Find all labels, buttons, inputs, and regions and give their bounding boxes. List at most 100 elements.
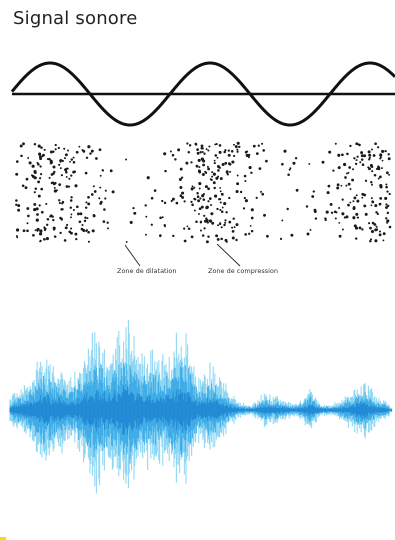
particle — [195, 220, 198, 223]
particle — [59, 216, 62, 220]
particle — [208, 145, 211, 148]
particle — [84, 216, 87, 219]
particle — [223, 223, 226, 227]
particle — [201, 147, 204, 150]
particle — [16, 228, 20, 232]
particle — [368, 153, 372, 157]
particle — [66, 223, 69, 227]
particle — [33, 208, 37, 212]
particle — [356, 216, 359, 219]
particle — [370, 204, 373, 207]
particle — [186, 142, 189, 145]
particle — [190, 200, 193, 204]
particle — [221, 163, 225, 166]
particle — [219, 208, 222, 212]
particle — [369, 239, 372, 243]
particle — [98, 148, 102, 152]
particle — [333, 210, 337, 214]
particle — [221, 206, 224, 209]
particle — [43, 226, 46, 229]
particle — [52, 218, 55, 222]
particle — [58, 202, 61, 205]
particle-field — [15, 141, 392, 244]
particle — [250, 229, 254, 233]
particle — [341, 228, 344, 231]
particle — [210, 212, 214, 216]
particle — [349, 144, 352, 148]
particle — [153, 189, 157, 192]
particle — [356, 199, 360, 203]
particle — [186, 225, 189, 228]
particle — [181, 191, 185, 195]
particle — [311, 195, 315, 198]
particle — [37, 144, 41, 148]
particle — [220, 192, 224, 196]
particle — [345, 215, 349, 219]
particle — [49, 214, 53, 218]
particle — [207, 187, 210, 191]
particle — [72, 156, 75, 159]
particle — [58, 163, 61, 166]
particle — [379, 156, 382, 159]
particle — [233, 226, 236, 229]
particle — [90, 193, 94, 196]
particle — [33, 202, 37, 206]
particle — [52, 226, 56, 230]
particle — [60, 174, 63, 177]
particle — [171, 197, 175, 201]
particle — [22, 142, 25, 146]
particle — [387, 157, 391, 161]
particle — [193, 186, 196, 189]
particle — [179, 186, 183, 189]
particle — [53, 235, 57, 238]
particle — [201, 173, 205, 176]
particle — [295, 188, 299, 192]
particle — [370, 229, 375, 234]
particle — [218, 150, 222, 154]
particle — [87, 145, 91, 149]
particle — [70, 174, 73, 177]
particle — [196, 151, 200, 155]
particle — [15, 199, 18, 202]
particle — [386, 190, 389, 193]
particle — [377, 167, 381, 171]
particle — [349, 188, 352, 190]
particle — [266, 234, 269, 238]
particle — [87, 195, 90, 199]
particle — [219, 190, 222, 193]
particle — [172, 234, 175, 238]
particle — [219, 177, 223, 181]
particle — [226, 170, 229, 173]
particle — [308, 162, 311, 165]
particle — [359, 161, 362, 164]
particle — [326, 191, 330, 195]
particle — [87, 240, 90, 243]
particle — [183, 227, 186, 230]
particle — [231, 226, 234, 229]
particle — [104, 189, 107, 192]
particle — [190, 187, 194, 191]
particle — [358, 226, 362, 230]
particle — [203, 152, 206, 155]
particle — [199, 197, 202, 200]
particle — [219, 198, 222, 201]
particle — [232, 217, 235, 220]
particle — [37, 163, 40, 166]
particle — [28, 161, 32, 165]
particle — [385, 183, 388, 186]
particle — [76, 212, 80, 216]
particle — [361, 196, 364, 199]
particle — [104, 197, 107, 200]
particle — [58, 183, 62, 186]
particle — [61, 200, 65, 204]
particle — [16, 160, 19, 163]
particle — [185, 161, 189, 165]
particle — [340, 184, 343, 187]
particle — [281, 162, 284, 166]
particle — [279, 237, 283, 241]
particle — [159, 216, 162, 220]
particle — [65, 175, 68, 178]
particle — [211, 221, 215, 225]
particle — [306, 232, 310, 236]
particle — [245, 153, 249, 157]
